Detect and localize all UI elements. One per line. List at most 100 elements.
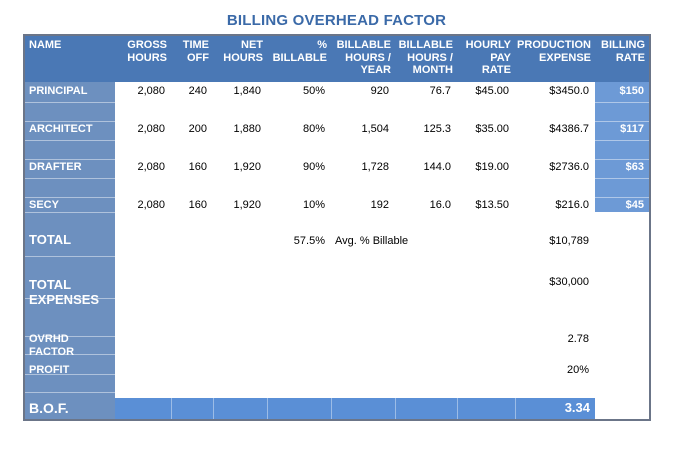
- row-pct: 50%: [302, 85, 325, 97]
- header-pay-line1: HOURLY: [465, 39, 511, 51]
- header-expense-line2: EXPENSE: [539, 51, 591, 64]
- grid-line: [25, 336, 115, 337]
- row-pct: 80%: [302, 123, 325, 135]
- row-off: 160: [188, 161, 207, 173]
- row-net: 1,840: [233, 85, 261, 97]
- row-byear: 1,728: [361, 161, 389, 173]
- row-expense: $3450.0: [549, 85, 589, 97]
- header-bmonth-line1: BILLABLE: [398, 39, 453, 51]
- grid-line: [25, 392, 115, 393]
- row-billing-rate: $63: [625, 161, 644, 173]
- grid-line: [595, 140, 649, 141]
- header-gross-line2: HOURS: [127, 51, 167, 64]
- grid-line: [457, 398, 458, 419]
- header-net-line1: NET: [241, 39, 263, 51]
- grid-line: [267, 398, 268, 419]
- grid-line: [25, 298, 115, 299]
- ovrhd-factor-value: 2.78: [567, 333, 589, 345]
- ovrhd-line1: OVRHD: [29, 333, 69, 345]
- grid-line: [395, 398, 396, 419]
- ovrhd-factor-label: OVRHD FACTOR: [25, 333, 115, 359]
- header-rate-line2: RATE: [615, 51, 645, 64]
- row-name: DRAFTER: [29, 161, 82, 173]
- header-name: NAME: [29, 39, 62, 51]
- bof-label: B.O.F.: [29, 400, 69, 416]
- header-gross-hours: GROSS HOURS: [115, 36, 171, 82]
- grid-line: [25, 178, 115, 179]
- grid-line: [595, 197, 649, 198]
- header-expense-line1: PRODUCTION: [517, 39, 591, 51]
- row-gross: 2,080: [137, 199, 165, 211]
- billing-rate-column-bg: [595, 82, 649, 212]
- row-billing-rate: $117: [620, 123, 644, 135]
- row-pay: $35.00: [475, 123, 509, 135]
- header-pct-billable: % BILLABLE: [267, 36, 331, 82]
- header-bmonth-line2: HOURS /: [407, 51, 453, 64]
- row-billing-rate: $150: [619, 85, 644, 97]
- total-expenses-label: TOTAL EXPENSES: [25, 277, 115, 307]
- row-byear: 1,504: [361, 123, 389, 135]
- name-column-bg: [25, 82, 115, 419]
- header-pct-line1: %: [317, 39, 327, 51]
- total-avg-pct: 57.5%: [293, 235, 325, 247]
- header-byear-line3: YEAR: [360, 64, 391, 76]
- row-gross: 2,080: [137, 123, 165, 135]
- row-pct: 90%: [302, 161, 325, 173]
- grid-line: [25, 140, 115, 141]
- row-expense: $2736.0: [549, 161, 589, 173]
- page-title: BILLING OVERHEAD FACTOR: [226, 12, 447, 29]
- row-gross: 2,080: [137, 161, 165, 173]
- grid-line: [595, 178, 649, 179]
- header-production-expense: PRODUCTION EXPENSE: [515, 36, 595, 82]
- row-expense: $4386.7: [549, 123, 589, 135]
- header-billing-rate: BILLING RATE: [595, 36, 649, 82]
- row-pay: $45.00: [475, 85, 509, 97]
- header-pct-line2: BILLABLE: [272, 51, 327, 64]
- row-bmonth: 125.3: [423, 123, 451, 135]
- row-expense: $216.0: [555, 199, 589, 211]
- grid-line: [25, 121, 115, 122]
- header-net-line2: HOURS: [223, 51, 263, 64]
- row-off: 160: [188, 199, 207, 211]
- total-expenses-line2: EXPENSES: [29, 292, 100, 307]
- grid-line: [171, 398, 172, 419]
- row-bmonth: 76.7: [429, 85, 451, 97]
- row-off: 200: [188, 123, 207, 135]
- total-expenses-value: $30,000: [549, 276, 589, 288]
- header-byear-line2: HOURS /: [345, 51, 391, 64]
- row-name: PRINCIPAL: [29, 85, 88, 97]
- grid-line: [25, 159, 115, 160]
- grid-line: [25, 102, 115, 103]
- header-hourly-pay-rate: HOURLY PAY RATE: [457, 36, 515, 82]
- header-pay-line3: RATE: [481, 64, 511, 76]
- header-time-off: TIME OFF: [171, 36, 213, 82]
- billing-table: NAME GROSS HOURS TIME OFF NET HOURS % BI…: [23, 34, 651, 421]
- grid-line: [25, 256, 115, 257]
- grid-line: [25, 212, 115, 213]
- grid-line: [595, 121, 649, 122]
- grid-line: [25, 374, 115, 375]
- grid-line: [595, 102, 649, 103]
- row-net: 1,920: [233, 161, 261, 173]
- grid-line: [595, 212, 649, 213]
- header-net-hours: NET HOURS: [213, 36, 267, 82]
- header-timeoff-line1: TIME: [182, 39, 209, 51]
- row-name: SECY: [29, 199, 59, 211]
- row-bmonth: 16.0: [429, 199, 451, 211]
- profit-label: PROFIT: [29, 364, 70, 376]
- row-pay: $13.50: [475, 199, 509, 211]
- header-billable-hours-year: BILLABLE HOURS / YEAR: [331, 36, 395, 82]
- row-gross: 2,080: [137, 85, 165, 97]
- total-avg-label: Avg. % Billable: [335, 235, 409, 247]
- grid-line: [213, 398, 214, 419]
- header-rate-line1: BILLING: [601, 39, 645, 51]
- grid-line: [515, 398, 516, 419]
- row-net: 1,880: [233, 123, 261, 135]
- grid-line: [595, 159, 649, 160]
- row-name: ARCHITECT: [29, 123, 93, 135]
- grid-line: [25, 197, 115, 198]
- row-off: 240: [188, 85, 207, 97]
- total-expenses-line1: TOTAL: [29, 277, 72, 292]
- header-billable-hours-month: BILLABLE HOURS / MONTH: [395, 36, 457, 82]
- header-timeoff-line2: OFF: [187, 51, 209, 64]
